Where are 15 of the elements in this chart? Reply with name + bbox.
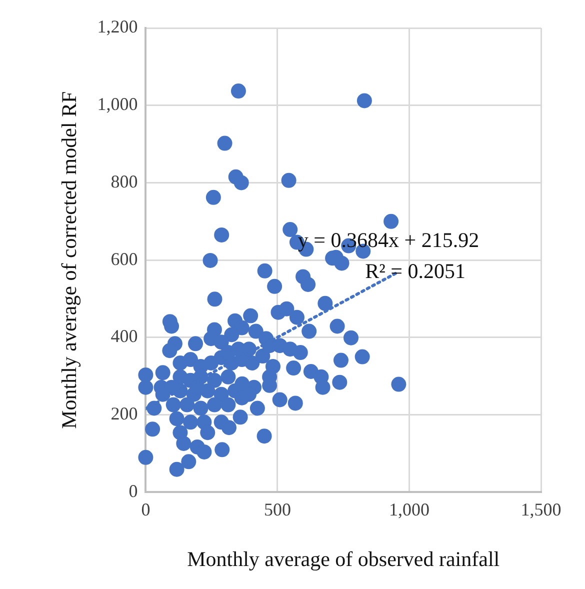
x-tick-label: 1,000 — [388, 500, 430, 520]
y-tick-label: 600 — [110, 248, 138, 269]
x-tick-label: 500 — [264, 500, 291, 520]
x-tick-label: 0 — [141, 500, 150, 520]
y-tick-label: 1,200 — [97, 16, 138, 37]
annotation: y = 0.3684x + 215.92 — [298, 228, 480, 252]
y-axis-title: Monthly average of corrected model RF — [57, 91, 82, 429]
annotation: R² = 0.2051 — [365, 259, 466, 284]
y-tick-label: 1,000 — [97, 94, 138, 114]
y-tick-label: 400 — [110, 326, 138, 346]
y-tick-label: 800 — [110, 171, 138, 192]
x-tick-label: 1,500 — [520, 500, 562, 520]
y-tick-label: 200 — [110, 404, 138, 424]
x-axis-title: Monthly average of observed rainfall — [187, 546, 500, 571]
y-tick-label: 0 — [128, 480, 138, 501]
